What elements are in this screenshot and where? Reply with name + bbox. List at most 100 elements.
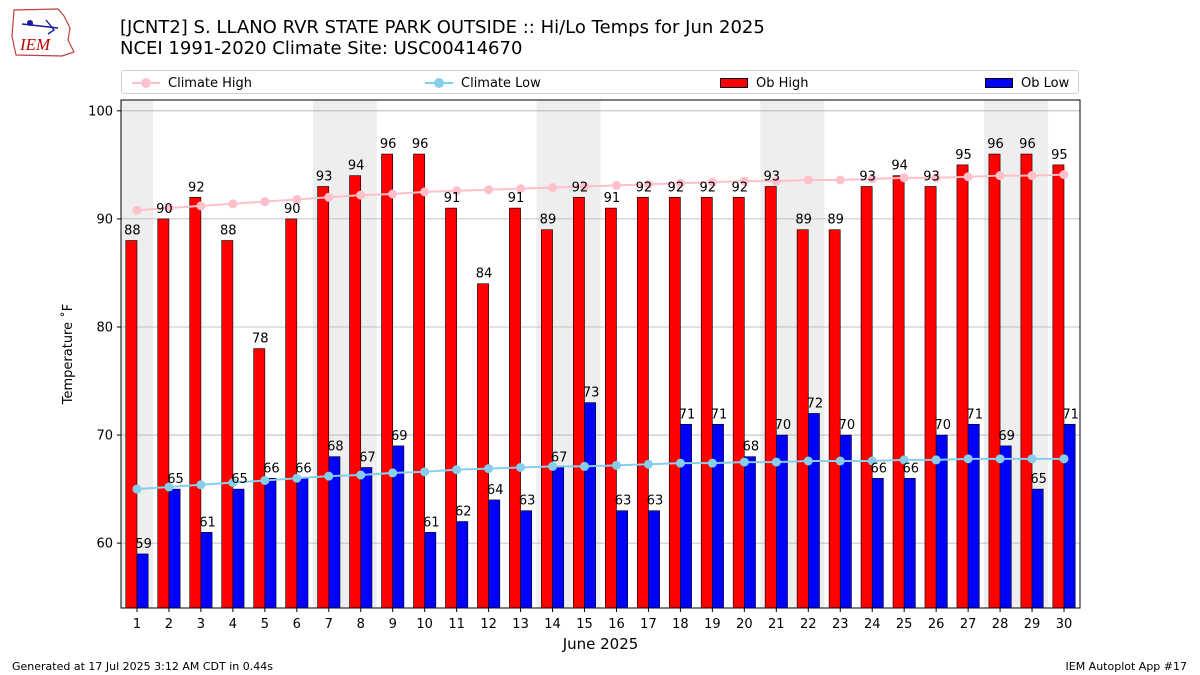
point-climate-low-4	[228, 478, 238, 488]
label-ob-low-15: 73	[583, 386, 600, 401]
bar-ob-low-20	[744, 456, 756, 609]
bar-ob-low-13	[520, 510, 533, 609]
x-tick-label-16: 16	[608, 617, 625, 632]
label-ob-low-14: 67	[551, 450, 568, 465]
bar-ob-high-28	[988, 153, 1001, 609]
x-tick-label-13: 13	[512, 617, 529, 632]
point-climate-high-1	[132, 205, 142, 215]
x-tick-label-15: 15	[576, 617, 593, 632]
label-ob-low-17: 63	[647, 494, 664, 509]
point-climate-low-13	[516, 462, 526, 472]
bar-ob-low-14	[552, 467, 565, 609]
legend-label-climate-low: Climate Low	[461, 75, 541, 91]
x-tick-label-11: 11	[448, 617, 465, 632]
label-ob-low-1: 59	[135, 537, 152, 552]
label-ob-high-12: 84	[476, 267, 493, 282]
point-climate-low-25	[899, 455, 909, 465]
point-climate-low-7	[324, 471, 334, 481]
y-tick-label-100: 100	[88, 104, 113, 119]
bar-ob-low-24	[871, 477, 884, 609]
x-tick-label-27: 27	[960, 617, 977, 632]
legend-swatch-climate-low	[425, 75, 453, 91]
label-ob-high-24: 93	[859, 169, 876, 184]
label-ob-high-1: 88	[124, 224, 141, 239]
bar-ob-low-19	[712, 423, 724, 609]
bar-ob-high-11	[445, 207, 457, 609]
bar-ob-low-3	[200, 532, 213, 609]
bar-ob-high-22	[796, 229, 809, 609]
bar-ob-low-11	[456, 521, 469, 609]
logo-text: IEM	[19, 35, 51, 54]
label-ob-low-10: 61	[423, 515, 440, 530]
legend-label-ob-high: Ob High	[756, 75, 809, 91]
point-climate-high-5	[260, 197, 270, 207]
bar-ob-low-8	[360, 467, 373, 609]
point-climate-low-16	[611, 460, 621, 470]
label-ob-low-19: 71	[711, 407, 728, 422]
bar-ob-high-9	[381, 153, 394, 609]
point-climate-high-10	[420, 187, 430, 197]
point-climate-low-9	[388, 468, 398, 478]
bar-ob-low-18	[680, 423, 692, 609]
x-tick-label-10: 10	[416, 617, 433, 632]
label-ob-high-21: 93	[763, 169, 780, 184]
label-ob-low-24: 66	[871, 461, 888, 476]
footer-generated: Generated at 17 Jul 2025 3:12 AM CDT in …	[12, 660, 273, 673]
y-tick-label-60: 60	[96, 537, 113, 552]
bar-ob-low-28	[999, 445, 1012, 609]
point-climate-high-2	[164, 203, 174, 213]
label-ob-low-6: 66	[295, 461, 312, 476]
label-ob-low-28: 69	[998, 429, 1015, 444]
point-climate-high-12	[484, 185, 494, 195]
point-climate-low-23	[835, 456, 845, 466]
x-tick-label-28: 28	[992, 617, 1009, 632]
point-climate-low-11	[452, 465, 462, 475]
x-tick-label-25: 25	[896, 617, 913, 632]
x-tick-label-4: 4	[229, 617, 237, 632]
label-ob-low-16: 63	[615, 494, 632, 509]
bar-ob-low-1	[136, 553, 149, 609]
point-climate-low-27	[963, 454, 973, 464]
label-ob-high-30: 95	[1051, 148, 1068, 163]
point-climate-high-24	[867, 174, 877, 184]
x-tick-label-17: 17	[640, 617, 657, 632]
x-tick-label-9: 9	[389, 617, 397, 632]
label-ob-high-17: 92	[636, 180, 653, 195]
label-ob-high-26: 93	[923, 169, 940, 184]
label-ob-high-3: 92	[188, 180, 205, 195]
point-climate-high-19	[707, 177, 717, 187]
bar-ob-high-13	[509, 207, 521, 609]
label-ob-low-11: 62	[455, 505, 472, 520]
x-tick-label-30: 30	[1056, 617, 1073, 632]
chart-title: [JCNT2] S. LLANO RVR STATE PARK OUTSIDE …	[120, 17, 765, 59]
bar-ob-high-17	[636, 196, 649, 609]
bar-ob-low-16	[616, 510, 628, 609]
bar-ob-low-10	[424, 532, 437, 609]
label-ob-low-3: 61	[199, 515, 216, 530]
point-climate-high-20	[739, 176, 749, 186]
bar-ob-high-21	[764, 186, 777, 609]
title-line-2: NCEI 1991-2020 Climate Site: USC00414670	[120, 38, 523, 59]
point-climate-high-3	[196, 201, 206, 211]
bar-ob-high-7	[317, 186, 330, 609]
label-ob-high-25: 94	[891, 159, 908, 174]
point-climate-high-14	[548, 183, 558, 193]
label-ob-low-7: 68	[327, 440, 344, 455]
point-climate-high-16	[611, 180, 621, 190]
label-ob-low-25: 66	[903, 461, 920, 476]
bar-ob-high-6	[285, 218, 298, 609]
y-tick-label-70: 70	[96, 429, 113, 444]
bar-ob-high-15	[573, 196, 585, 609]
label-ob-high-8: 94	[348, 159, 365, 174]
line-climate-high	[136, 173, 1065, 212]
label-ob-low-13: 63	[519, 494, 536, 509]
point-climate-high-7	[324, 192, 334, 202]
bar-ob-low-2	[168, 488, 181, 609]
point-climate-high-8	[356, 190, 366, 200]
label-ob-low-30: 71	[1062, 407, 1079, 422]
label-ob-low-2: 65	[167, 472, 184, 487]
bar-ob-high-12	[477, 283, 489, 609]
label-ob-high-10: 96	[412, 137, 429, 152]
point-climate-low-14	[548, 461, 558, 471]
label-ob-low-27: 71	[966, 407, 983, 422]
